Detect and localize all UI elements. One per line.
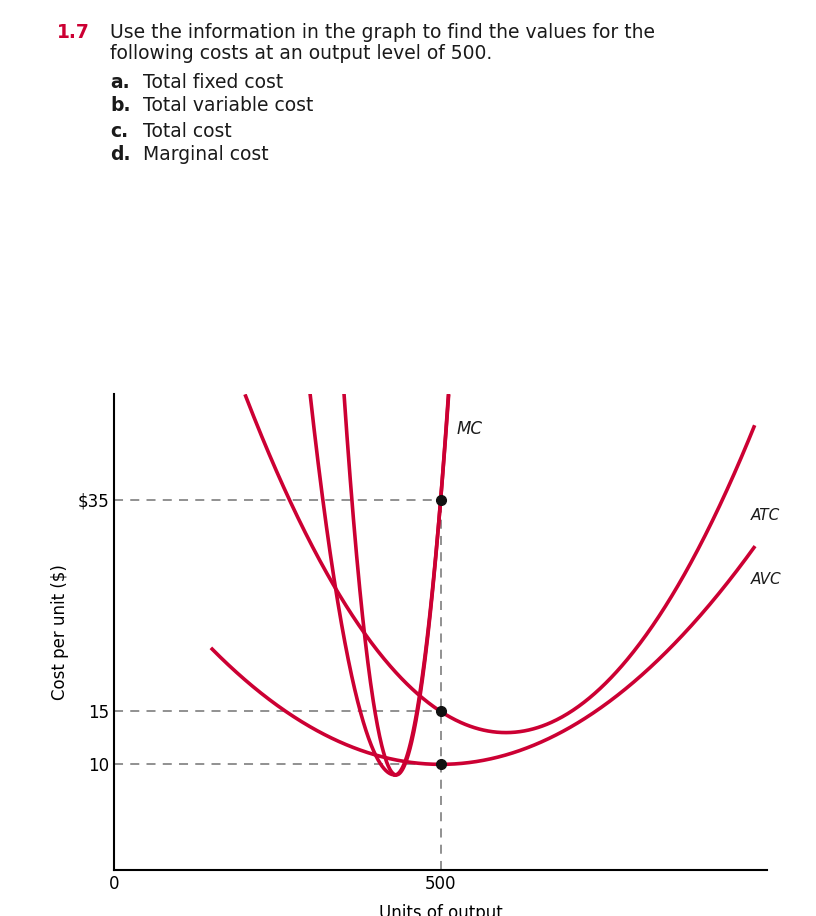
Text: MC: MC (457, 420, 483, 439)
Text: d.: d. (110, 145, 131, 164)
Y-axis label: Cost per unit ($): Cost per unit ($) (51, 564, 69, 700)
Text: Total cost: Total cost (143, 122, 232, 141)
Text: Total variable cost: Total variable cost (143, 96, 313, 115)
Text: Marginal cost: Marginal cost (143, 145, 268, 164)
Text: AVC: AVC (751, 572, 782, 586)
Text: a.: a. (110, 73, 130, 93)
X-axis label: Units of output: Units of output (379, 904, 503, 916)
Text: 1.7: 1.7 (57, 23, 90, 42)
Text: Total fixed cost: Total fixed cost (143, 73, 283, 93)
Text: ATC: ATC (751, 508, 780, 523)
Text: b.: b. (110, 96, 131, 115)
Text: following costs at an output level of 500.: following costs at an output level of 50… (110, 44, 492, 63)
Text: Use the information in the graph to find the values for the: Use the information in the graph to find… (110, 23, 655, 42)
Text: c.: c. (110, 122, 128, 141)
